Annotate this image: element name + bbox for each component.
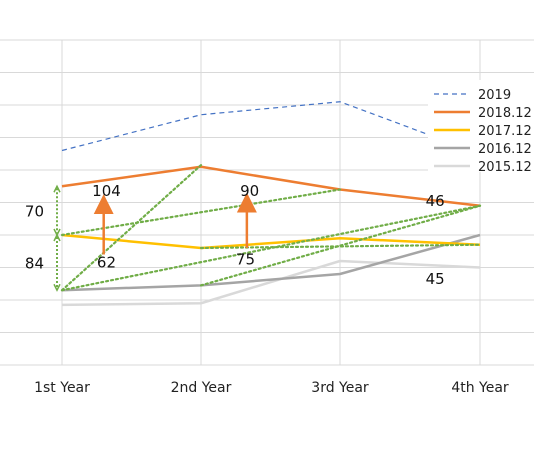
legend-label: 2019 [478, 88, 511, 103]
legend-label: 2015.12 [478, 160, 532, 175]
annotation-label: 46 [426, 192, 445, 210]
dotted-connector [60, 188, 342, 237]
bracket-label: 84 [25, 255, 44, 273]
series-line-2015-12 [61, 259, 481, 307]
series-group [61, 101, 481, 307]
legend-background [428, 80, 534, 172]
bracket-label: 70 [25, 203, 44, 221]
annotation-group: 104 62 90 75 46 45 [92, 182, 445, 288]
annotation-label: 104 [92, 182, 121, 200]
series-line-2017-12 [61, 233, 481, 250]
x-tick-label: 4th Year [451, 380, 509, 396]
dotted-connector [60, 204, 482, 292]
series-line-2016-12 [61, 233, 481, 292]
legend-label: 2017.12 [478, 124, 532, 139]
bracket-head-top [53, 233, 61, 242]
series-line-2019 [61, 101, 481, 155]
legend-label: 2018.12 [478, 106, 532, 121]
annotation-label: 75 [236, 250, 255, 268]
series-line-2018-12 [61, 165, 481, 207]
x-tick-label: 1st Year [34, 380, 90, 396]
dotted-connector [60, 164, 203, 292]
bracket-group: 70 84 [25, 184, 61, 292]
legend-label: 2016.12 [478, 142, 532, 157]
dotted-connector-group [60, 164, 482, 292]
x-tick-label: 3rd Year [311, 380, 369, 396]
grid [0, 39, 534, 366]
x-axis: 1st Year 2nd Year 3rd Year 4th Year [34, 380, 509, 396]
annotation-label: 62 [97, 254, 116, 272]
legend: 2019 2018.12 2017.12 2016.12 2015.12 [428, 80, 534, 175]
arrow-group [93, 192, 257, 255]
bracket-head-bottom [53, 283, 61, 292]
bracket-head-top [53, 184, 61, 193]
annotation-label: 45 [426, 270, 445, 288]
annotation-label: 90 [240, 182, 259, 200]
x-tick-label: 2nd Year [171, 380, 232, 396]
